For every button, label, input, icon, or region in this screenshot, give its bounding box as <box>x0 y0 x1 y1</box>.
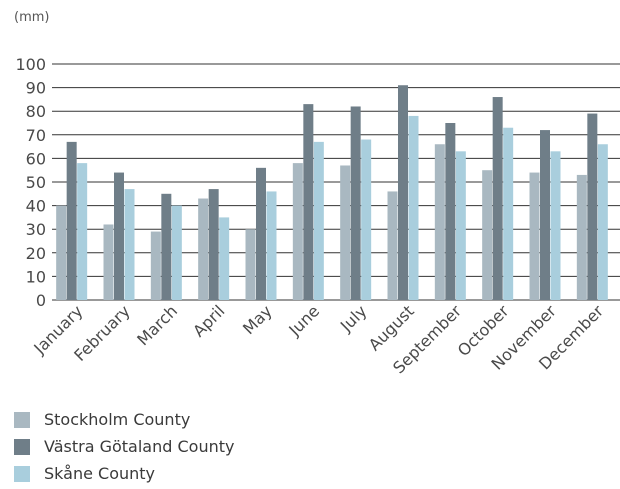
y-tick-label-100: 100 <box>15 55 46 74</box>
y-tick-label-40: 40 <box>26 197 46 216</box>
bar-november-series-3 <box>550 151 561 300</box>
bar-june-series-1 <box>292 163 303 300</box>
y-axis-unit-label: (mm) <box>14 10 50 25</box>
y-tick-label-70: 70 <box>26 126 46 145</box>
bar-september-series-2 <box>445 123 456 300</box>
bar-october-series-3 <box>503 127 514 300</box>
bar-february-series-3 <box>124 189 135 300</box>
bar-april-series-1 <box>198 198 209 300</box>
legend-item-stockholm: Stockholm County <box>14 406 234 433</box>
bar-january-series-2 <box>66 141 77 300</box>
bar-march-series-2 <box>161 193 172 300</box>
legend-label-stockholm: Stockholm County <box>44 410 191 429</box>
bar-january-series-1 <box>56 205 67 300</box>
bar-august-series-2 <box>398 85 408 301</box>
y-tick-label-10: 10 <box>26 267 46 286</box>
bar-december-series-1 <box>576 174 587 300</box>
legend-swatch-stockholm <box>14 411 30 428</box>
x-tick-label-march: March <box>133 301 181 349</box>
bar-february-series-1 <box>103 224 114 300</box>
legend-swatch-vastra-gotaland <box>14 438 30 455</box>
x-tick-label-april: April <box>189 301 228 340</box>
x-tick-label-june: June <box>284 301 323 340</box>
bar-march-series-3 <box>171 205 182 300</box>
bar-june-series-3 <box>313 141 324 300</box>
legend-item-skane: Skåne County <box>14 460 234 487</box>
bar-june-series-2 <box>303 104 314 301</box>
bar-august-series-1 <box>387 191 398 300</box>
bar-january-series-3 <box>77 163 88 300</box>
bar-december-series-2 <box>587 113 598 300</box>
bar-august-series-3 <box>408 115 419 300</box>
bar-march-series-1 <box>150 231 161 300</box>
bar-april-series-3 <box>219 217 230 300</box>
bar-may-series-1 <box>245 229 256 300</box>
x-tick-label-july: July <box>336 301 370 335</box>
legend-item-vastra-gotaland: Västra Götaland County <box>14 433 234 460</box>
y-tick-label-90: 90 <box>26 79 46 98</box>
bar-april-series-2 <box>208 189 219 300</box>
bar-february-series-2 <box>114 172 124 300</box>
legend: Stockholm County Västra Götaland County … <box>14 406 234 487</box>
legend-swatch-skane <box>14 465 30 482</box>
bar-may-series-3 <box>266 191 277 300</box>
bar-september-series-3 <box>455 151 466 300</box>
legend-label-vastra-gotaland: Västra Götaland County <box>44 437 235 456</box>
x-tick-label-may: May <box>239 301 276 338</box>
y-tick-label-20: 20 <box>26 244 46 263</box>
bar-july-series-3 <box>361 139 372 300</box>
bar-november-series-2 <box>540 130 550 300</box>
y-tick-label-0: 0 <box>36 291 46 310</box>
legend-label-skane: Skåne County <box>44 464 155 483</box>
y-tick-label-80: 80 <box>26 102 46 121</box>
bar-december-series-3 <box>597 144 608 300</box>
bar-november-series-1 <box>529 172 540 300</box>
y-tick-label-50: 50 <box>26 173 46 192</box>
bar-may-series-2 <box>256 167 266 300</box>
bar-october-series-2 <box>492 97 503 300</box>
bar-october-series-1 <box>482 170 493 300</box>
y-tick-label-60: 60 <box>26 149 46 168</box>
bar-july-series-2 <box>350 106 361 300</box>
bar-september-series-1 <box>434 144 445 300</box>
bar-july-series-1 <box>340 165 351 300</box>
y-tick-label-30: 30 <box>26 220 46 239</box>
